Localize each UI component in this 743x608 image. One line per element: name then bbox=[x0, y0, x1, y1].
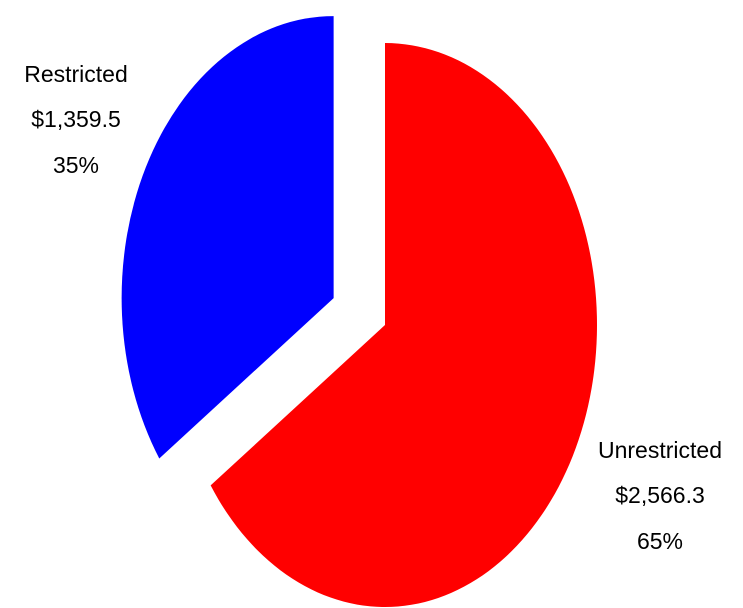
slice-name-label: Restricted bbox=[24, 61, 128, 87]
slice-value-label: $2,566.3 bbox=[615, 482, 705, 508]
slice-name-label: Unrestricted bbox=[598, 437, 722, 463]
slice-label-restricted: Restricted $1,359.5 35% bbox=[24, 61, 128, 178]
pie-slice-restricted bbox=[121, 16, 334, 459]
slice-label-unrestricted: Unrestricted $2,566.3 65% bbox=[598, 437, 722, 554]
slice-percent-label: 35% bbox=[53, 152, 99, 178]
slice-percent-label: 65% bbox=[637, 528, 683, 554]
slice-value-label: $1,359.5 bbox=[31, 106, 121, 132]
pie-slice-unrestricted bbox=[210, 43, 597, 608]
